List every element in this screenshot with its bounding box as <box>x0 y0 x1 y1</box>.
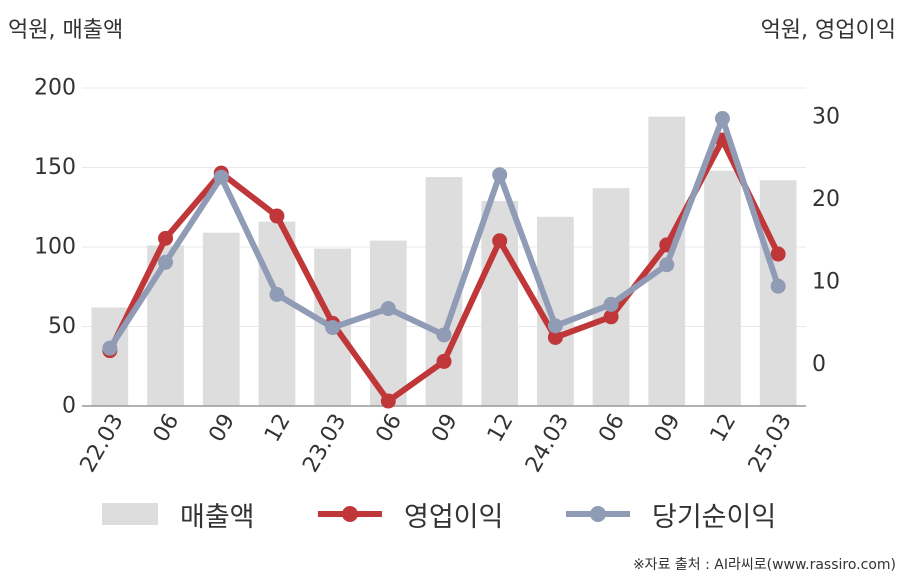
left-axis-unit: 억원, 매출액 <box>8 18 124 43</box>
x-tick-label: 24.03 <box>521 410 574 477</box>
x-tick-label: 06 <box>149 410 185 447</box>
y-right-tick-label: 20 <box>812 187 840 212</box>
point-operating-profit <box>492 233 508 249</box>
point-net-income <box>603 296 619 312</box>
point-net-income <box>158 254 174 270</box>
point-operating-profit <box>770 246 786 262</box>
bar-layer <box>91 116 797 407</box>
legend-item-revenue: 매출액 <box>102 492 255 536</box>
y-left-tick-label: 200 <box>34 76 76 101</box>
point-net-income <box>492 167 508 183</box>
x-tick-label: 09 <box>650 410 686 447</box>
legend-label-operating-profit: 영업이익 <box>404 501 504 533</box>
y-left-tick-label: 50 <box>48 314 76 339</box>
point-net-income <box>269 286 285 302</box>
bar-revenue <box>147 245 184 406</box>
y-right-tick-label: 30 <box>812 104 840 129</box>
point-net-income <box>380 301 396 317</box>
point-net-income <box>325 320 341 336</box>
bar-revenue <box>369 240 407 406</box>
x-tick-label: 12 <box>260 410 296 447</box>
x-tick-label: 06 <box>371 410 407 447</box>
bar-revenue <box>704 170 741 406</box>
point-net-income <box>213 169 229 185</box>
point-operating-profit <box>603 309 619 325</box>
bar-revenue <box>481 200 519 406</box>
source-credit: ※자료 출처 : AI라씨로(www.rassiro.com) <box>632 557 896 573</box>
legend-label-revenue: 매출액 <box>180 501 255 533</box>
x-tick-label: 12 <box>706 410 742 447</box>
y-left-tick-label: 150 <box>34 155 76 180</box>
line-layer <box>102 111 786 409</box>
y-left-tick-label: 100 <box>34 235 76 260</box>
x-tick-label: 09 <box>204 410 240 447</box>
x-tick-label: 06 <box>594 410 630 447</box>
x-tick-label: 12 <box>483 410 519 447</box>
legend-item-net-income: 당기순이익 <box>566 492 776 536</box>
point-operating-profit <box>547 329 563 345</box>
y-right-tick-label: 10 <box>812 270 840 295</box>
point-operating-profit <box>380 393 396 409</box>
x-tick-label: 23.03 <box>298 410 351 477</box>
legend-item-operating-profit: 영업이익 <box>318 492 503 536</box>
point-net-income <box>436 327 452 343</box>
point-operating-profit <box>158 230 174 246</box>
legend-label-net-income: 당기순이익 <box>652 501 777 533</box>
point-net-income <box>659 257 675 273</box>
y-left-tick-label: 0 <box>62 394 76 419</box>
x-tick-label: 25.03 <box>744 410 797 477</box>
point-net-income <box>547 318 563 334</box>
chart-legend: 매출액 영업이익 당기순이익 <box>0 492 908 536</box>
point-net-income <box>770 278 786 294</box>
legend-swatch-operating-profit <box>318 503 382 525</box>
legend-swatch-net-income <box>566 503 630 525</box>
point-operating-profit <box>436 353 452 369</box>
y-right-tick-label: 0 <box>812 352 826 377</box>
x-tick-label: 09 <box>427 410 463 447</box>
point-operating-profit <box>269 208 285 224</box>
point-net-income <box>714 111 730 127</box>
x-tick-label: 22.03 <box>76 410 129 477</box>
bar-revenue <box>202 232 240 406</box>
right-axis-unit: 억원, 영업이익 <box>760 18 896 43</box>
point-net-income <box>102 340 118 356</box>
bar-revenue <box>258 221 296 406</box>
legend-swatch-revenue <box>102 503 158 525</box>
